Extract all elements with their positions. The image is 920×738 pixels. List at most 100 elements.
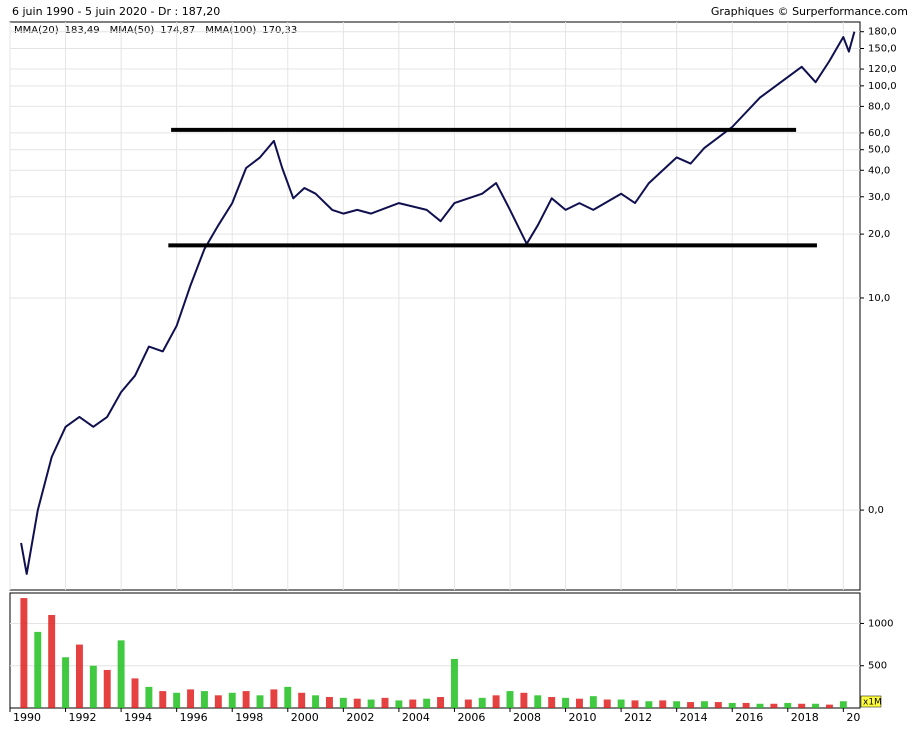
y-tick-label: 20,0: [868, 229, 890, 240]
volume-bar: [173, 692, 181, 708]
y-tick-label: 50,0: [868, 145, 890, 156]
volume-bar: [450, 658, 458, 708]
volume-bar: [103, 669, 111, 708]
x-tick-label: 1994: [124, 711, 152, 724]
volume-bar: [575, 698, 583, 708]
volume-bar: [617, 699, 625, 708]
y-tick-label: 80,0: [868, 101, 890, 112]
x-tick-label: 1990: [13, 711, 41, 724]
volume-bar: [325, 697, 333, 708]
volume-bar: [714, 702, 722, 708]
x-tick-label: 2008: [513, 711, 541, 724]
volume-bar: [200, 691, 208, 708]
volume-bar: [700, 701, 708, 708]
volume-bar: [312, 695, 320, 708]
legend-value: 174,87: [160, 25, 195, 36]
volume-bar: [395, 700, 403, 708]
volume-bar: [145, 686, 153, 708]
header-left: 6 juin 1990 - 5 juin 2020 - Dr : 187,20: [12, 5, 220, 18]
x-tick-label: 2014: [680, 711, 708, 724]
x-tick-label: 2012: [624, 711, 652, 724]
x-tick-label: 2002: [346, 711, 374, 724]
volume-bar: [687, 702, 695, 708]
volume-bar: [75, 644, 83, 708]
volume-bar: [742, 702, 750, 708]
volume-bar: [256, 695, 264, 708]
volume-bar: [589, 696, 597, 708]
y-tick-label: 10,0: [868, 293, 890, 304]
volume-bar: [437, 697, 445, 708]
y-tick-label: 500: [868, 661, 887, 672]
y-tick-label: 150,0: [868, 44, 897, 55]
volume-bar: [159, 691, 167, 708]
x-tick-label: 1996: [180, 711, 208, 724]
volume-bar: [339, 697, 347, 708]
legend-name: MMA(100): [205, 25, 256, 36]
volume-bar: [270, 689, 278, 708]
x-tick-label: 1992: [69, 711, 97, 724]
legend-name: MMA(20): [14, 25, 59, 36]
volume-bar: [34, 631, 42, 708]
y-tick-label: 60,0: [868, 128, 890, 139]
volume-bar: [798, 703, 806, 708]
volume-bar: [284, 686, 292, 708]
volume-bar: [756, 703, 764, 708]
unit-badge: [860, 695, 882, 708]
x-tick-label: 2010: [569, 711, 597, 724]
volume-bar: [492, 695, 500, 708]
x-tick-label: 2000: [291, 711, 319, 724]
volume-bar: [603, 699, 611, 708]
volume-bar: [770, 703, 778, 708]
volume-bar: [381, 697, 389, 708]
unit-label: x1M: [863, 698, 882, 708]
volume-bar: [131, 678, 139, 708]
volume-bar: [228, 692, 236, 708]
legend-name: MMA(50): [110, 25, 155, 36]
volume-bar: [839, 701, 847, 708]
volume-bar: [214, 695, 222, 708]
volume-bar: [367, 699, 375, 708]
y-tick-label: 180,0: [868, 27, 897, 38]
legend-value: 183,49: [65, 25, 100, 36]
volume-bar: [423, 698, 431, 708]
x-tick-label: 2016: [735, 711, 763, 724]
volume-bar: [673, 701, 681, 708]
volume-bar: [645, 701, 653, 708]
x-tick-label: 2018: [791, 711, 819, 724]
x-tick-label: 20: [846, 711, 860, 724]
volume-bar: [89, 665, 97, 708]
volume-bar: [520, 692, 528, 708]
volume-bar: [506, 691, 514, 708]
volume-bar: [548, 697, 556, 708]
volume-bar: [659, 700, 667, 708]
legend-value: 170,33: [262, 25, 297, 36]
y-tick-label: 100,0: [868, 81, 897, 92]
volume-bar: [631, 700, 639, 708]
volume-bar: [48, 614, 56, 708]
x-tick-label: 2004: [402, 711, 430, 724]
x-tick-label: 2006: [457, 711, 485, 724]
volume-bar: [20, 598, 28, 708]
volume-bar: [464, 699, 472, 708]
volume-bar: [242, 691, 250, 708]
y-tick-label: 40,0: [868, 165, 890, 176]
volume-bar: [117, 640, 125, 708]
y-tick-label: 120,0: [868, 64, 897, 75]
y-tick-label: 1000: [868, 618, 893, 629]
volume-frame: [9, 592, 861, 709]
volume-bar: [62, 657, 70, 708]
y-tick-label: 0,0: [868, 505, 884, 516]
volume-bar: [812, 703, 820, 708]
x-tick-label: 1998: [235, 711, 263, 724]
volume-bar: [728, 702, 736, 708]
volume-bar: [562, 697, 570, 708]
volume-bar: [187, 689, 195, 708]
price-line: [20, 31, 856, 575]
volume-bar: [534, 695, 542, 708]
y-tick-label: 30,0: [868, 192, 890, 203]
header-right: Graphiques © Surperformance.com: [711, 5, 908, 18]
volume-bar: [409, 699, 417, 708]
volume-bar: [825, 704, 833, 708]
